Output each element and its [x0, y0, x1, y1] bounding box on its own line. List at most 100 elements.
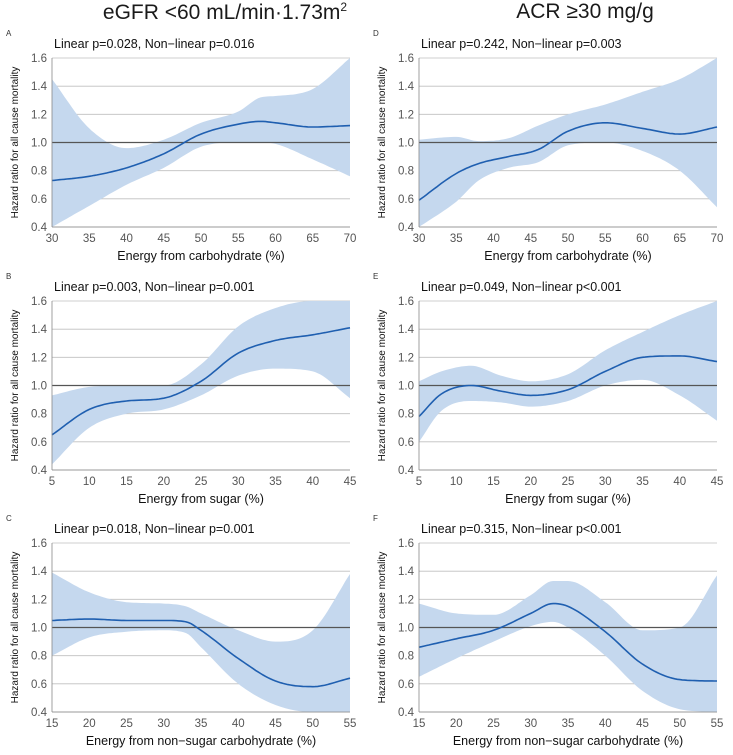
- x-axis-label-C: Energy from non−sugar carbohydrate (%): [86, 734, 316, 748]
- x-tick-label-E-1: 10: [450, 476, 463, 488]
- y-tick-label-E-2: 0.8: [398, 409, 414, 421]
- hazard-ratio-curve-B: [51, 327, 351, 436]
- x-tick-label-B-8: 45: [344, 476, 357, 488]
- x-tick-label-F-5: 40: [599, 718, 612, 730]
- x-tick-label-B-1: 10: [83, 476, 96, 488]
- y-tick-label-E-5: 1.4: [398, 324, 415, 336]
- x-tick-label-D-7: 65: [673, 233, 686, 245]
- x-axis-label-A: Energy from carbohydrate (%): [117, 249, 284, 263]
- x-tick-label-E-4: 25: [562, 476, 575, 488]
- x-tick-label-E-7: 40: [673, 476, 686, 488]
- x-tick-label-A-3: 45: [157, 233, 170, 245]
- y-tick-label-C-0: 0.4: [31, 707, 48, 719]
- x-axis-label-B: Energy from sugar (%): [138, 492, 264, 506]
- y-tick-label-C-3: 1.0: [31, 623, 47, 635]
- y-tick-label-E-1: 0.6: [398, 437, 414, 449]
- panel-D: D Linear p=0.242, Non−linear p=0.003 0.4 0.…: [367, 26, 732, 270]
- left-column-title: eGFR <60 mL/min·1.73m2: [70, 0, 380, 25]
- confidence-band-F: [419, 575, 717, 712]
- y-tick-label-F-6: 1.6: [398, 538, 414, 550]
- x-tick-label-D-8: 70: [711, 233, 724, 245]
- y-tick-label-B-2: 0.8: [31, 409, 47, 421]
- x-tick-label-C-0: 15: [46, 718, 59, 730]
- y-tick-label-F-3: 1.0: [398, 623, 414, 635]
- x-tick-label-A-8: 70: [344, 233, 357, 245]
- x-tick-label-D-2: 40: [487, 233, 500, 245]
- x-tick-label-D-6: 60: [636, 233, 649, 245]
- pvalue-title-C: Linear p=0.018, Non−linear p=0.001: [54, 522, 255, 536]
- x-tick-label-F-3: 30: [524, 718, 537, 730]
- y-tick-label-C-2: 0.8: [31, 651, 47, 663]
- x-axis-label-D: Energy from carbohydrate (%): [484, 249, 651, 263]
- x-tick-label-C-5: 40: [232, 718, 245, 730]
- x-tick-label-B-2: 15: [120, 476, 133, 488]
- x-tick-label-C-8: 55: [344, 718, 357, 730]
- y-tick-label-B-1: 0.6: [31, 437, 47, 449]
- x-axis-label-F: Energy from non−sugar carbohydrate (%): [453, 734, 683, 748]
- x-tick-label-C-7: 50: [306, 718, 319, 730]
- x-tick-label-A-1: 35: [83, 233, 96, 245]
- y-tick-label-D-5: 1.4: [398, 81, 415, 93]
- right-column-title-text: ACR ≥30 mg/g: [516, 0, 654, 23]
- confidence-band-C: [52, 572, 350, 712]
- x-tick-label-F-6: 45: [636, 718, 649, 730]
- y-tick-label-D-2: 0.8: [398, 166, 414, 178]
- panel-E: E Linear p=0.049, Non−linear p<0.001 0.4 0.…: [367, 269, 732, 513]
- x-tick-label-C-3: 30: [157, 718, 170, 730]
- x-tick-label-C-6: 45: [269, 718, 282, 730]
- hazard-ratio-curve-D: [418, 122, 718, 201]
- x-tick-label-E-8: 45: [711, 476, 724, 488]
- x-tick-label-A-6: 60: [269, 233, 282, 245]
- x-tick-label-E-5: 30: [599, 476, 612, 488]
- hazard-ratio-curve-F: [418, 602, 717, 682]
- x-tick-label-E-6: 35: [636, 476, 649, 488]
- x-tick-label-B-7: 40: [306, 476, 319, 488]
- pvalue-title-D: Linear p=0.242, Non−linear p=0.003: [421, 37, 622, 51]
- y-tick-label-B-6: 1.6: [31, 296, 47, 308]
- x-tick-label-D-3: 45: [524, 233, 537, 245]
- y-tick-label-D-3: 1.0: [398, 138, 414, 150]
- x-tick-label-F-8: 55: [711, 718, 724, 730]
- panel-C: C Linear p=0.018, Non−linear p=0.001 0.4 0.…: [0, 511, 365, 755]
- chart-A: A Linear p=0.028, Non−linear p=0.016 0.4 0.…: [6, 29, 357, 263]
- y-axis-label-B: Hazard ratio for all cause mortality: [10, 310, 21, 462]
- y-axis-label-F: Hazard ratio for all cause mortality: [377, 552, 388, 704]
- panel-A: A Linear p=0.028, Non−linear p=0.016 0.4 0.…: [0, 26, 365, 270]
- confidence-band-E: [419, 301, 717, 442]
- chart-F: F Linear p=0.315, Non−linear p<0.001 0.4 0.…: [373, 514, 724, 748]
- y-tick-label-A-6: 1.6: [31, 53, 47, 65]
- x-tick-label-F-7: 50: [673, 718, 686, 730]
- x-tick-label-B-4: 25: [195, 476, 208, 488]
- x-tick-label-A-5: 55: [232, 233, 245, 245]
- y-tick-label-B-3: 1.0: [31, 381, 47, 393]
- x-tick-label-A-0: 30: [46, 233, 59, 245]
- y-tick-label-D-0: 0.4: [398, 222, 415, 234]
- y-tick-label-F-2: 0.8: [398, 651, 414, 663]
- y-tick-label-A-3: 1.0: [31, 138, 47, 150]
- x-axis-label-E: Energy from sugar (%): [505, 492, 631, 506]
- x-tick-label-F-0: 15: [413, 718, 426, 730]
- y-tick-label-F-4: 1.2: [398, 594, 414, 606]
- y-tick-label-F-0: 0.4: [398, 707, 415, 719]
- x-tick-label-D-0: 30: [413, 233, 426, 245]
- x-tick-label-C-4: 35: [195, 718, 208, 730]
- y-axis-label-E: Hazard ratio for all cause mortality: [377, 310, 388, 462]
- x-tick-label-D-4: 50: [562, 233, 575, 245]
- x-tick-label-F-4: 35: [562, 718, 575, 730]
- x-tick-label-A-7: 65: [306, 233, 319, 245]
- x-tick-label-B-5: 30: [232, 476, 245, 488]
- y-tick-label-C-1: 0.6: [31, 679, 47, 691]
- x-tick-label-C-2: 25: [120, 718, 133, 730]
- x-tick-label-E-3: 20: [524, 476, 537, 488]
- pvalue-title-B: Linear p=0.003, Non−linear p=0.001: [54, 280, 255, 294]
- y-tick-label-A-1: 0.6: [31, 194, 47, 206]
- y-tick-label-A-4: 1.2: [31, 109, 47, 121]
- chart-C: C Linear p=0.018, Non−linear p=0.001 0.4 0.…: [6, 514, 357, 748]
- left-column-title-text: eGFR <60 mL/min·1.73m: [102, 1, 341, 24]
- y-tick-label-E-3: 1.0: [398, 381, 414, 393]
- x-tick-label-D-5: 55: [599, 233, 612, 245]
- pvalue-title-F: Linear p=0.315, Non−linear p<0.001: [421, 522, 622, 536]
- hazard-ratio-curve-C: [51, 618, 351, 688]
- right-column-title: ACR ≥30 mg/g: [440, 0, 730, 24]
- hazard-ratio-curve-E: [418, 355, 718, 418]
